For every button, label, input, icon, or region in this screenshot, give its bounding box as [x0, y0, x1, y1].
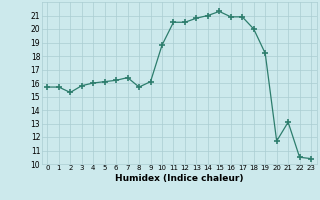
- X-axis label: Humidex (Indice chaleur): Humidex (Indice chaleur): [115, 174, 244, 183]
